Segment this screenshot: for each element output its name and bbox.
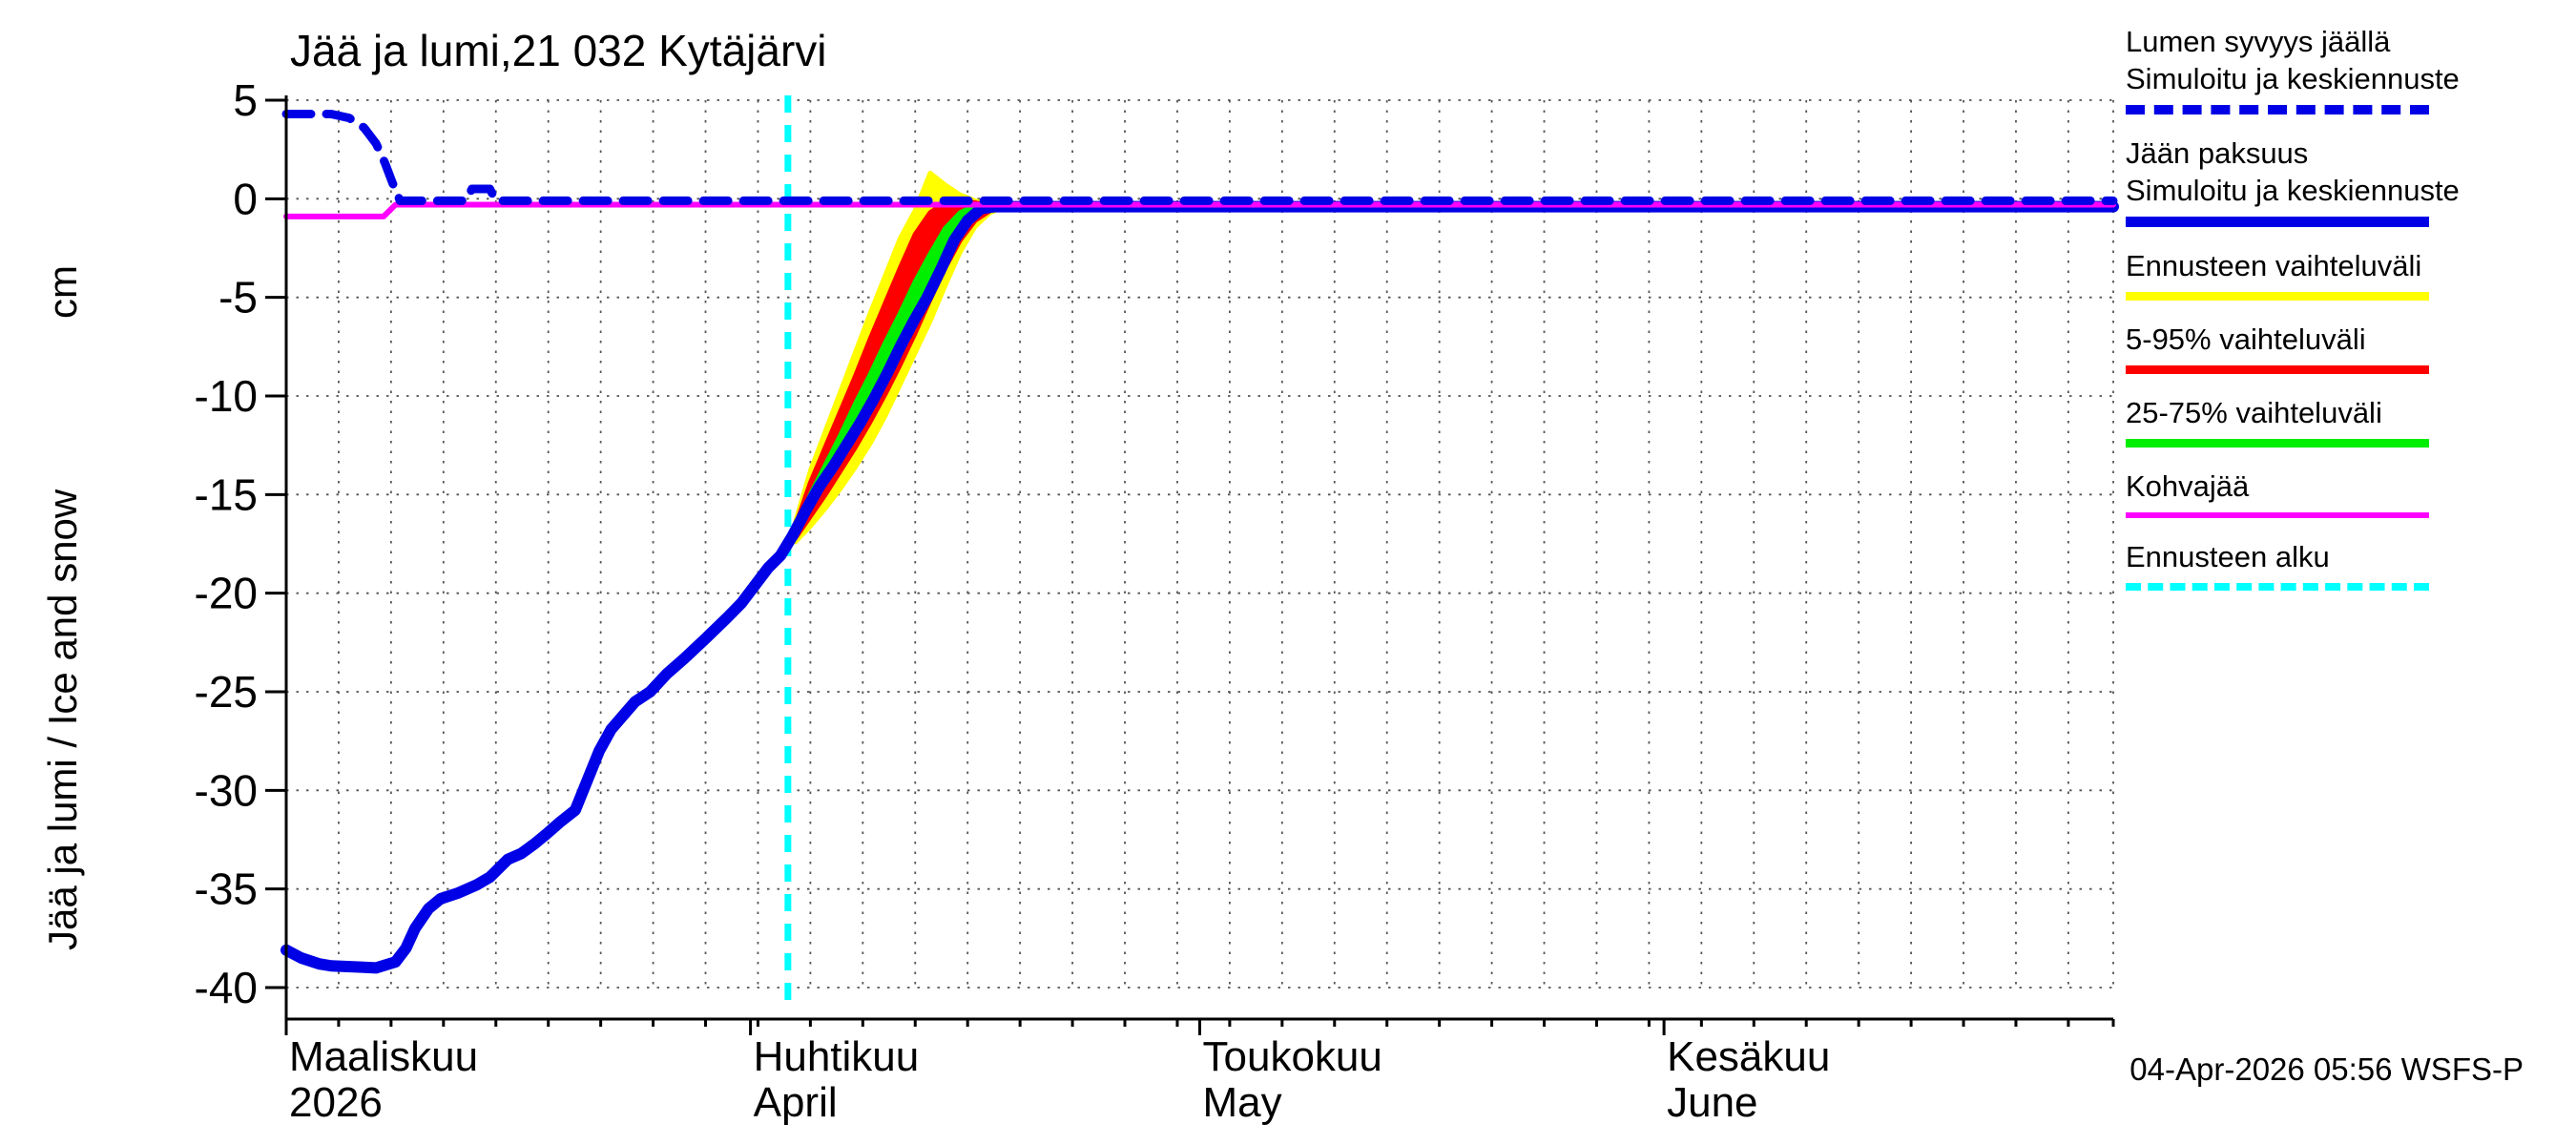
legend-sample-snow-dashed-line [2126,105,2429,114]
x-tick-label-month-en: May [1203,1079,1282,1126]
x-tick-label-month-en: April [754,1079,838,1126]
x-tick-label-month: Toukokuu [1203,1033,1382,1080]
legend-title: Jään paksuus [2126,136,2309,170]
y-tick-label: -30 [195,765,258,815]
y-tick-label: -40 [195,963,258,1012]
legend-title: Ennusteen alku [2126,540,2330,573]
series-snow-depth-on-ice-simulated [281,109,2118,205]
y-tick-label: 5 [233,75,258,125]
chart-title: Jää ja lumi,21 032 Kytäjärvi [290,26,827,75]
x-tick-label-month-en: 2026 [289,1079,383,1126]
legend-sample-red-line [2126,365,2429,374]
legend-entry-ice-thickness: Jään paksuus Simuloitu ja keskiennuste [2126,135,2574,227]
y-tick-label: 0 [233,174,258,223]
legend-entry-snow-depth: Lumen syvyys jäällä Simuloitu ja keskien… [2126,23,2574,114]
y-tick-label: -15 [195,469,258,519]
x-tick-label-month: Maaliskuu [289,1033,478,1080]
y-tick-label: -10 [195,371,258,421]
legend-sample-ice-solid-line [2126,217,2429,227]
legend-sample-green-line [2126,439,2429,448]
series-kohvajaa-frazil-ice [283,201,2116,219]
legend-entry-forecast-start: Ennusteen alku [2126,538,2574,591]
legend-sample-cyan-dashed-line [2126,583,2429,591]
x-tick-label-month: Huhtikuu [754,1033,920,1080]
y-tick-label: -20 [195,569,258,618]
legend-title: 25-75% vaihteluväli [2126,396,2382,429]
legend-sample-magenta-line [2126,512,2429,518]
y-tick-label: -5 [218,273,258,323]
x-tick-label-month: Kesäkuu [1667,1033,1830,1080]
y-axis-unit-label: cm [40,265,85,319]
legend-title: Kohvajää [2126,469,2250,503]
legend-title: Ennusteen vaihteluväli [2126,249,2422,282]
forecast-timestamp: 04-Apr-2026 05:56 WSFS-P [2129,1051,2524,1087]
legend-entry-forecast-range: Ennusteen vaihteluväli [2126,247,2574,301]
y-axis-label: Jää ja lumi / Ice and snow [40,489,85,950]
x-tick-label-month-en: June [1667,1079,1757,1126]
legend-title: Lumen syvyys jäällä [2126,25,2391,58]
legend-entry-25-75-range: 25-75% vaihteluväli [2126,394,2574,448]
legend: Lumen syvyys jäällä Simuloitu ja keskien… [2126,23,2574,611]
series-ice-thickness-simulated [280,200,2119,974]
legend-entry-kohvajaa: Kohvajää [2126,468,2574,518]
legend-sample-yellow-line [2126,292,2429,301]
legend-subtitle: Simuloitu ja keskiennuste [2126,174,2460,207]
legend-entry-5-95-range: 5-95% vaihteluväli [2126,321,2574,374]
legend-subtitle: Simuloitu ja keskiennuste [2126,62,2460,95]
y-tick-label: -35 [195,864,258,914]
legend-title: 5-95% vaihteluväli [2126,323,2366,356]
y-tick-label: -25 [195,667,258,717]
